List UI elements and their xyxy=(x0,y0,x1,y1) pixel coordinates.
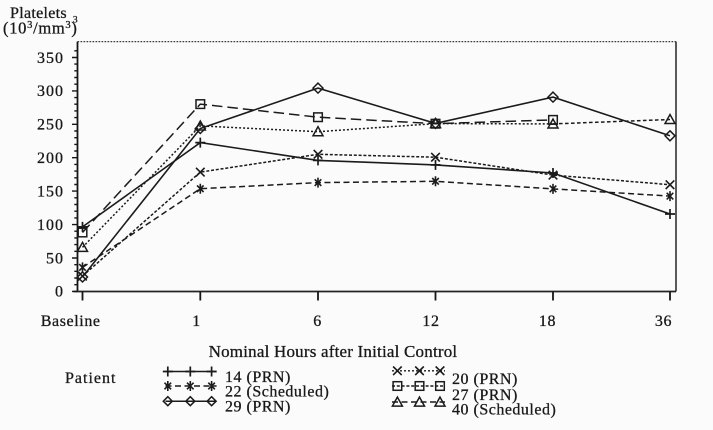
svg-text:0: 0 xyxy=(55,284,64,301)
svg-text:Patient: Patient xyxy=(65,370,116,387)
svg-text:27 (PRN): 27 (PRN) xyxy=(452,387,518,404)
svg-text:(103/mm3): (103/mm3) xyxy=(3,19,78,38)
svg-text:200: 200 xyxy=(37,150,64,167)
svg-text:40 (Scheduled): 40 (Scheduled) xyxy=(452,401,556,418)
svg-text:250: 250 xyxy=(37,117,64,134)
svg-text:300: 300 xyxy=(37,83,64,100)
svg-text:36: 36 xyxy=(655,313,672,330)
svg-text:Baseline: Baseline xyxy=(41,313,101,330)
svg-text:1: 1 xyxy=(192,313,201,330)
svg-text:100: 100 xyxy=(37,217,64,234)
svg-text:18: 18 xyxy=(539,313,556,330)
svg-text:Nominal Hours after Initial Co: Nominal Hours after Initial Control xyxy=(209,342,458,361)
svg-text:14 (PRN): 14 (PRN) xyxy=(225,369,291,386)
svg-text:150: 150 xyxy=(37,183,64,200)
svg-text:20 (PRN): 20 (PRN) xyxy=(452,371,518,388)
svg-text:6: 6 xyxy=(313,313,322,330)
svg-text:22 (Scheduled): 22 (Scheduled) xyxy=(225,383,329,400)
svg-text:29 (PRN): 29 (PRN) xyxy=(225,399,291,416)
svg-text:50: 50 xyxy=(46,250,64,267)
svg-text:350: 350 xyxy=(37,50,64,67)
svg-text:12: 12 xyxy=(422,313,439,330)
